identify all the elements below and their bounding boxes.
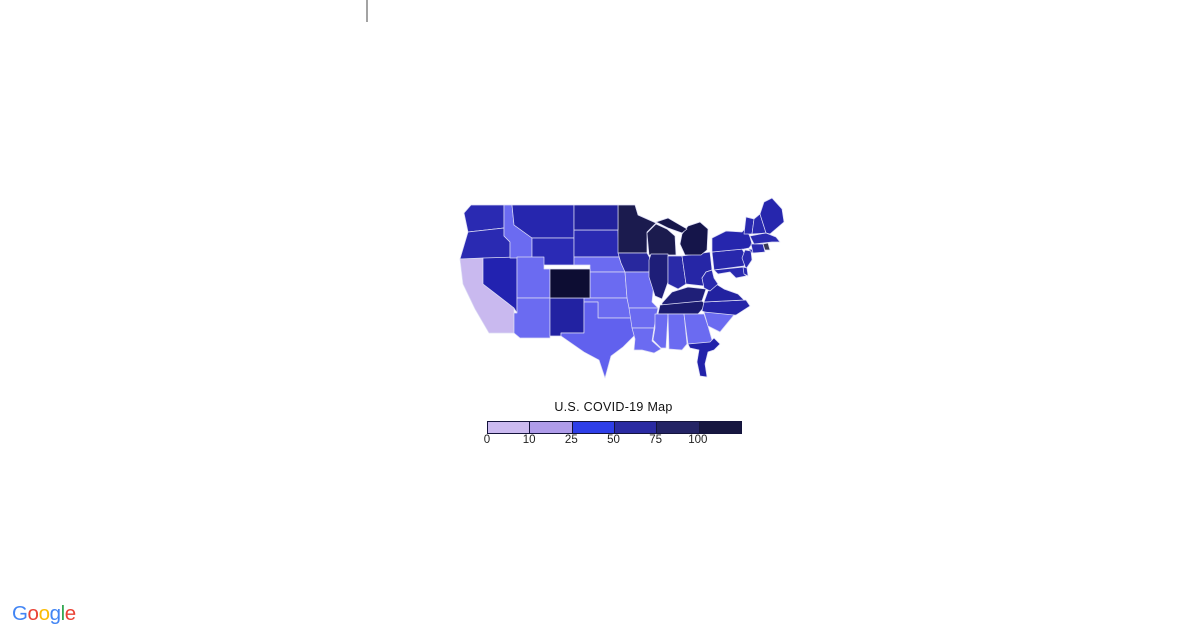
state-new-mexico[interactable]	[549, 297, 585, 337]
state-massachusetts[interactable]	[749, 232, 781, 245]
legend-tick-labels: 0 10 25 50 75 100	[483, 434, 740, 448]
map-title: U.S. COVID-19 Map	[554, 400, 673, 414]
legend-segment	[657, 422, 700, 433]
state-indiana[interactable]	[667, 255, 687, 290]
legend-tick: 75	[649, 434, 663, 446]
legend-segment	[614, 422, 658, 433]
legend-segment	[572, 422, 615, 433]
google-logo[interactable]: Google	[12, 602, 76, 626]
state-arizona[interactable]	[513, 297, 551, 339]
legend-color-scale	[487, 421, 742, 434]
legend-tick: 10	[522, 434, 536, 446]
state-delaware[interactable]	[742, 266, 749, 277]
state-mississippi[interactable]	[652, 313, 669, 349]
state-pennsylvania[interactable]	[711, 248, 747, 271]
us-choropleth-map	[458, 192, 792, 382]
vertical-divider	[366, 0, 368, 22]
state-south-dakota[interactable]	[573, 229, 620, 258]
legend-segment	[699, 422, 741, 433]
legend-tick: 50	[607, 434, 620, 446]
google-letter: g	[49, 602, 61, 625]
state-oregon[interactable]	[459, 227, 511, 260]
state-florida[interactable]	[687, 337, 721, 378]
google-letter: o	[38, 602, 50, 625]
state-kansas[interactable]	[589, 271, 628, 299]
state-north-carolina[interactable]	[701, 299, 751, 317]
state-alabama[interactable]	[667, 313, 688, 351]
state-new-york[interactable]	[711, 227, 753, 253]
state-michigan[interactable]	[679, 221, 709, 256]
google-letter: l	[60, 602, 66, 625]
legend-segment	[488, 422, 531, 433]
state-michigan-upper-peninsula[interactable]	[655, 217, 688, 234]
legend-tick: 25	[564, 434, 578, 446]
state-south-carolina[interactable]	[703, 311, 735, 333]
state-rhode-island[interactable]	[762, 242, 771, 251]
state-washington[interactable]	[463, 204, 505, 233]
legend-segment	[530, 422, 573, 433]
state-colorado-selected[interactable]	[549, 268, 591, 299]
state-new-jersey[interactable]	[741, 249, 753, 270]
google-letter: e	[64, 602, 76, 625]
legend-tick: 0	[483, 434, 491, 446]
state-west-virginia[interactable]	[701, 269, 719, 292]
google-letter: G	[12, 602, 28, 625]
state-louisiana[interactable]	[631, 327, 662, 354]
google-letter: o	[27, 602, 39, 625]
state-texas[interactable]	[560, 301, 636, 379]
state-north-dakota[interactable]	[573, 204, 619, 231]
state-shapes	[459, 197, 785, 379]
state-wisconsin[interactable]	[646, 223, 677, 256]
legend-tick: 100	[688, 434, 708, 446]
state-arkansas[interactable]	[628, 307, 659, 329]
state-connecticut[interactable]	[750, 243, 766, 254]
